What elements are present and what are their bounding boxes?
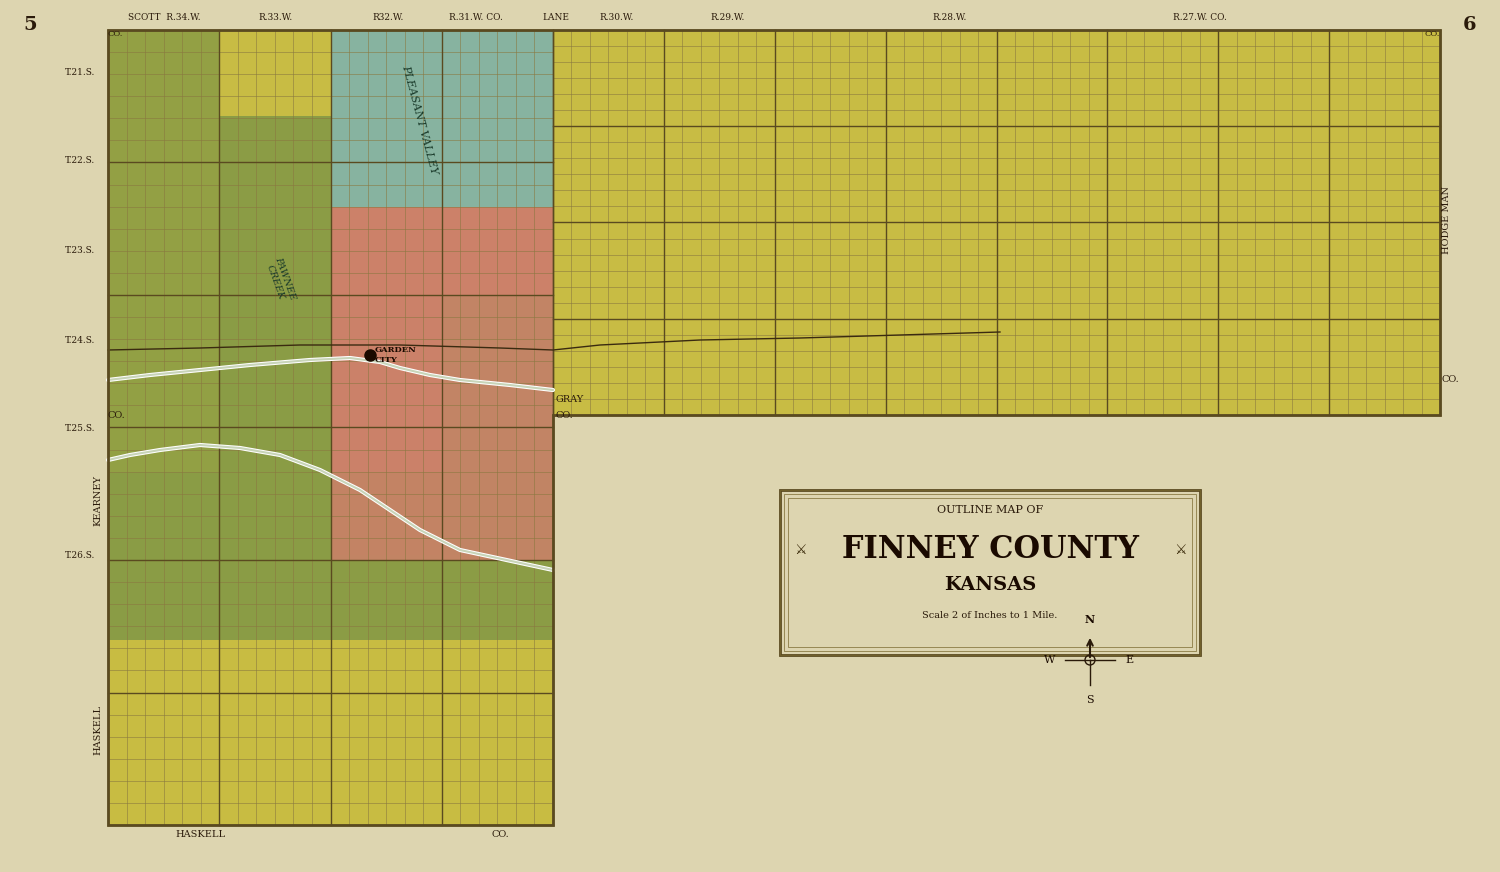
Bar (332, 207, 444, 296)
Bar (444, 30, 554, 116)
Bar (220, 207, 332, 296)
Text: ⚔: ⚔ (794, 543, 807, 557)
Bar (444, 207, 554, 296)
Text: PLEASANT VALLEY: PLEASANT VALLEY (400, 65, 439, 176)
Bar (108, 385, 220, 472)
Bar (332, 116, 444, 207)
Bar (108, 296, 220, 385)
Text: 5: 5 (22, 16, 38, 34)
Text: R.30.W.: R.30.W. (600, 13, 634, 22)
Bar (220, 116, 332, 207)
Bar (108, 472, 554, 640)
Text: OUTLINE MAP OF: OUTLINE MAP OF (938, 505, 1042, 515)
Bar (332, 30, 554, 207)
Text: N: N (1084, 614, 1095, 625)
Text: KEARNEY: KEARNEY (93, 474, 102, 526)
Bar (554, 30, 1440, 415)
Text: S: S (1086, 695, 1094, 705)
Bar (108, 30, 220, 640)
Text: W: W (1044, 655, 1054, 665)
Bar (332, 385, 444, 472)
Text: R.28.W.: R.28.W. (933, 13, 968, 22)
Bar (220, 385, 332, 472)
Text: LANE: LANE (543, 13, 570, 22)
FancyBboxPatch shape (780, 490, 1200, 655)
Bar (108, 472, 554, 555)
Bar (332, 472, 444, 555)
Bar (108, 116, 220, 207)
Text: T.24.S.: T.24.S. (64, 336, 94, 345)
Text: T.23.S.: T.23.S. (64, 246, 94, 255)
Text: CO.: CO. (1442, 376, 1460, 385)
Text: CO.: CO. (108, 30, 123, 38)
Bar (220, 296, 332, 385)
Bar (108, 640, 554, 825)
Text: E: E (1125, 655, 1132, 665)
Bar (220, 30, 332, 116)
Text: T.26.S.: T.26.S. (64, 551, 94, 561)
Bar (108, 640, 554, 825)
Bar (108, 640, 554, 825)
Text: T.25.S.: T.25.S. (64, 424, 94, 433)
Text: R32.W.: R32.W. (372, 13, 404, 22)
Bar (108, 30, 220, 295)
Text: HASKELL: HASKELL (176, 830, 225, 839)
Text: FINNEY COUNTY: FINNEY COUNTY (842, 535, 1138, 566)
Text: R.33.W.: R.33.W. (260, 13, 292, 22)
Bar (108, 30, 220, 295)
Bar (220, 116, 332, 640)
Bar (444, 116, 554, 207)
Text: GARDEN
CITY: GARDEN CITY (375, 346, 417, 364)
Bar (108, 30, 1440, 415)
Bar (444, 296, 554, 385)
Text: CO.: CO. (108, 411, 126, 419)
Text: GRAY: GRAY (555, 396, 584, 405)
Bar (444, 385, 554, 472)
Text: T.22.S.: T.22.S. (64, 156, 94, 165)
Bar (108, 295, 554, 640)
Bar (332, 30, 444, 116)
Bar (108, 30, 220, 116)
Text: R.29.W.: R.29.W. (711, 13, 746, 22)
Bar (332, 296, 444, 385)
Text: KANSAS: KANSAS (944, 576, 1036, 594)
Text: 6: 6 (1462, 16, 1478, 34)
Bar (108, 415, 554, 825)
Bar (788, 498, 1192, 647)
Text: R.31.W. CO.: R.31.W. CO. (448, 13, 503, 22)
Text: SCOTT  R.34.W.: SCOTT R.34.W. (128, 13, 201, 22)
Text: Scale 2 of Inches to 1 Mile.: Scale 2 of Inches to 1 Mile. (922, 610, 1058, 619)
Text: HODGE MAN: HODGE MAN (1442, 186, 1450, 254)
Bar (332, 207, 554, 560)
Text: CO.: CO. (555, 411, 573, 419)
Text: ⚔: ⚔ (1173, 543, 1186, 557)
Text: CO.: CO. (1425, 30, 1440, 38)
Bar (108, 207, 220, 296)
Text: HASKELL: HASKELL (93, 705, 102, 755)
Bar (780, 490, 1200, 655)
Text: CO.: CO. (490, 830, 508, 839)
Text: PAWNEE
CREEK: PAWNEE CREEK (262, 255, 297, 304)
Bar (784, 494, 1196, 651)
Text: R.27.W. CO.: R.27.W. CO. (1173, 13, 1227, 22)
Text: T.21.S.: T.21.S. (64, 69, 94, 78)
